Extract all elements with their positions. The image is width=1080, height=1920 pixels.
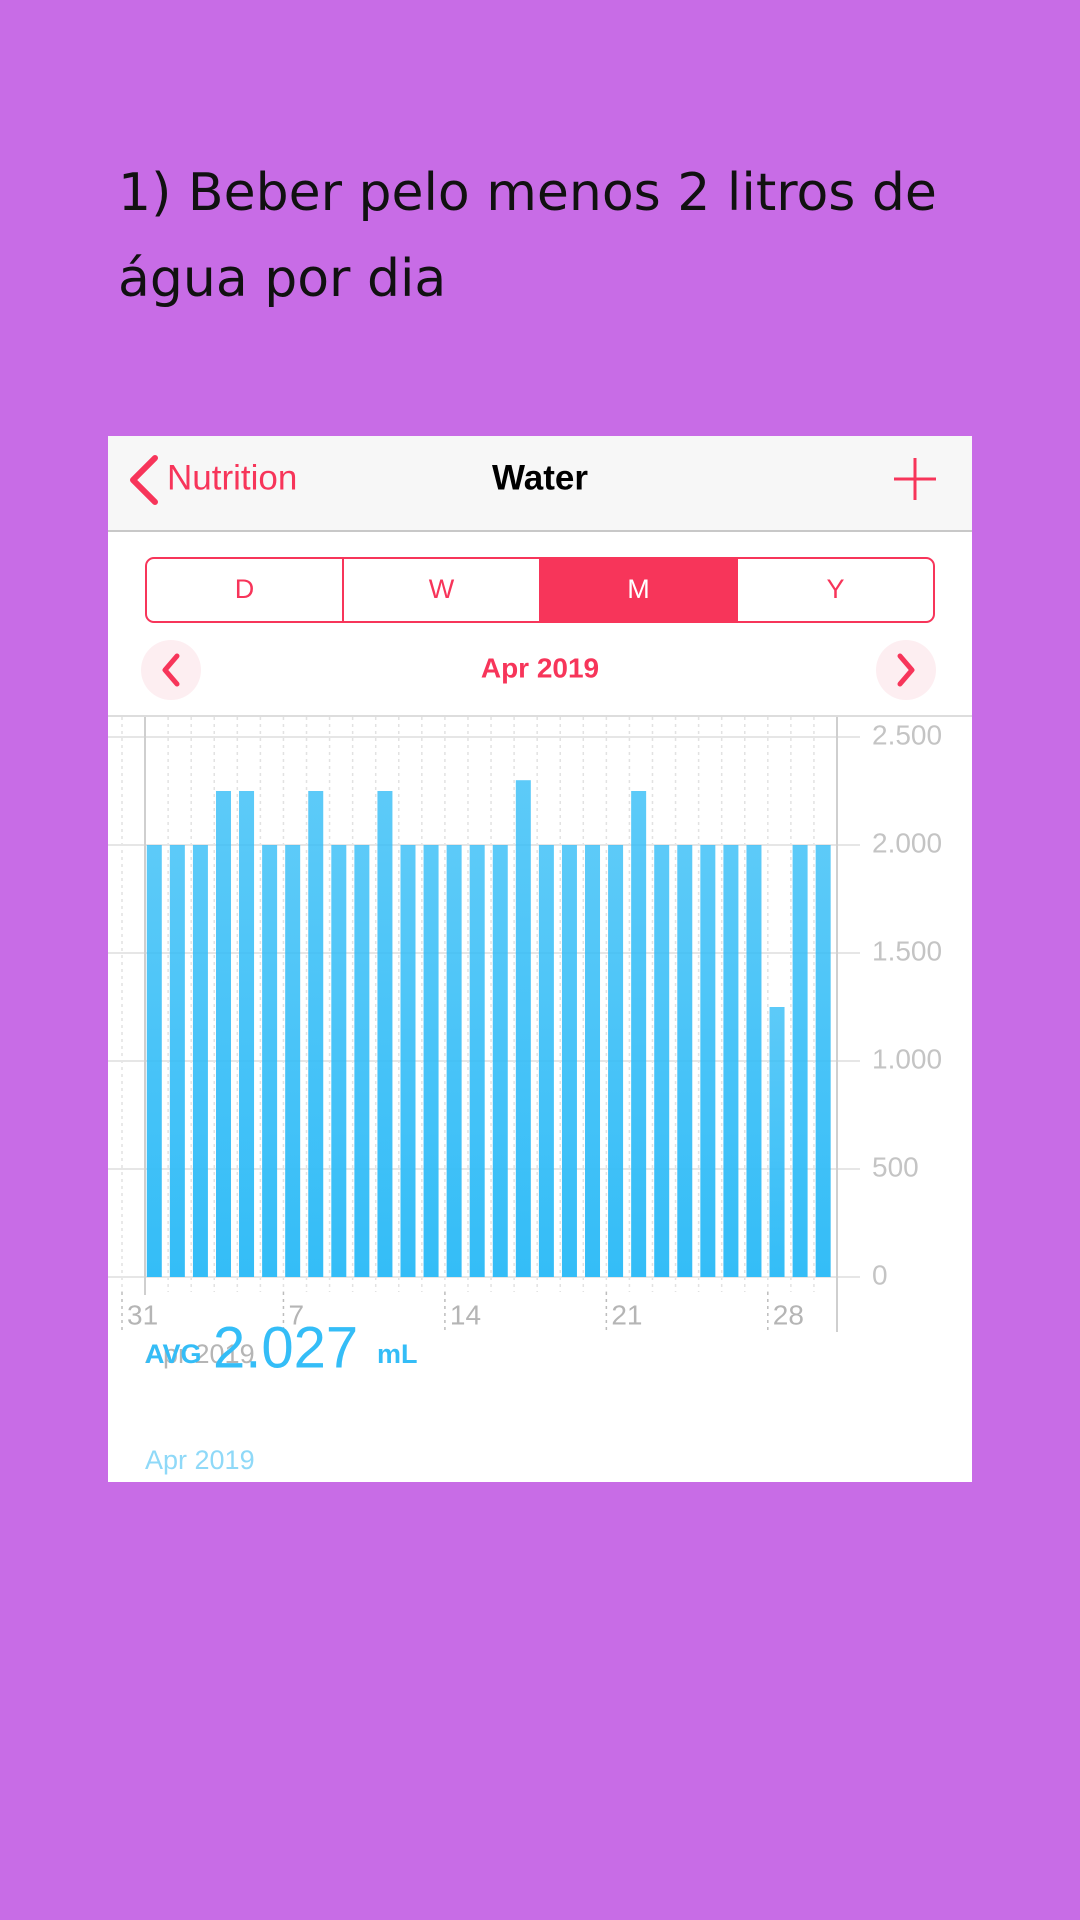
bar (677, 845, 693, 1277)
bar (700, 845, 716, 1277)
bar (146, 845, 162, 1277)
segment-label[interactable]: D (235, 574, 255, 604)
y-tick-label: 500 (872, 1151, 919, 1182)
bar (746, 845, 762, 1277)
bar (285, 845, 301, 1277)
bar (215, 791, 231, 1277)
x-tick-label: 21 (611, 1299, 642, 1330)
bar (723, 845, 739, 1277)
bar (815, 845, 831, 1277)
bar (446, 845, 462, 1277)
bar (400, 845, 416, 1277)
bar (169, 845, 185, 1277)
bar (561, 845, 577, 1277)
avg-label: AVG (145, 1339, 202, 1369)
y-tick-label: 2.000 (872, 827, 942, 858)
bar (192, 845, 208, 1277)
bar (354, 845, 370, 1277)
bar (262, 845, 278, 1277)
y-tick-label: 1.000 (872, 1043, 942, 1074)
y-tick-label: 2.500 (872, 719, 942, 750)
segment-border (145, 557, 935, 623)
segment-label[interactable]: M (627, 574, 650, 604)
bar (608, 845, 624, 1277)
prev-chevron (162, 653, 180, 687)
bar (469, 845, 485, 1277)
nav-title: Water (492, 458, 588, 497)
bar (654, 845, 670, 1277)
prev-button[interactable] (141, 640, 201, 700)
avg-unit: mL (377, 1339, 418, 1369)
segment-selected (540, 558, 737, 622)
nav-bar (108, 436, 972, 531)
avg-value: 2.027 (213, 1315, 358, 1380)
bar (331, 845, 347, 1277)
avg-period: Apr 2019 (145, 1445, 255, 1475)
bar (492, 845, 508, 1277)
bar (423, 845, 439, 1277)
segment-label[interactable]: W (429, 574, 455, 604)
period-label: Apr 2019 (481, 652, 599, 683)
y-tick-label: 0 (872, 1259, 888, 1290)
bar (515, 780, 531, 1277)
bar (377, 791, 393, 1277)
bar (792, 845, 808, 1277)
bar (631, 791, 647, 1277)
back-label[interactable]: Nutrition (167, 458, 297, 497)
x-tick-label: 7 (288, 1299, 304, 1330)
chart: 0 500 1.000 1.500 2.000 2.500 31 7 14 21 28 Apr 201… (108, 717, 942, 1369)
next-chevron (897, 653, 915, 687)
segment-label[interactable]: Y (826, 574, 844, 604)
x-tick-label: 31 (127, 1299, 158, 1330)
bar (239, 791, 255, 1277)
next-button[interactable] (876, 640, 936, 700)
caption: 1) Beber pelo menos 2 litros de água por… (118, 163, 937, 309)
add-button[interactable] (894, 458, 936, 500)
x-tick-label: 14 (450, 1299, 481, 1330)
bar (585, 845, 601, 1277)
bar (769, 1007, 785, 1277)
back-chevron[interactable] (130, 455, 158, 505)
y-tick-label: 1.500 (872, 935, 942, 966)
x-tick-label: 28 (773, 1299, 804, 1330)
x-axis-label: Apr 2019 (145, 1339, 255, 1369)
bar (538, 845, 554, 1277)
bar (308, 791, 324, 1277)
